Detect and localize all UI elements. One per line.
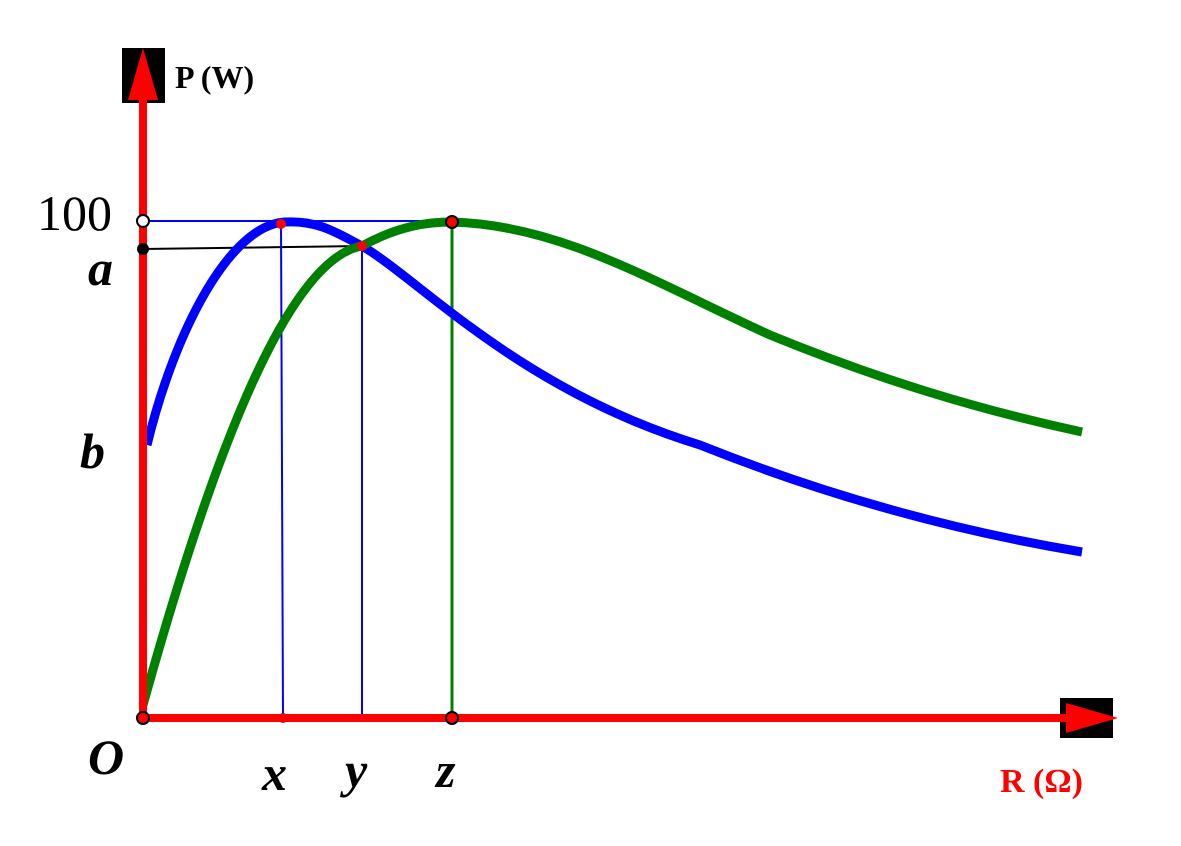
point: [276, 219, 286, 229]
value-label: a: [88, 240, 113, 296]
point: [136, 214, 150, 228]
point: [137, 243, 149, 255]
guide-line: [280, 223, 284, 719]
x-axis-arrow: [1066, 703, 1118, 733]
blue-curve: [142, 217, 1083, 557]
point: [445, 215, 459, 229]
value-label: y: [340, 742, 368, 798]
y-axis-arrow: [128, 48, 158, 100]
y-axis-label: P (W): [175, 59, 254, 95]
point: [136, 711, 150, 725]
value-label: 100: [37, 185, 112, 241]
value-label: b: [80, 423, 105, 479]
point: [278, 713, 288, 723]
point: [445, 711, 459, 725]
green-curve: [138, 217, 1083, 707]
value-label: z: [434, 742, 456, 798]
origin-label: O: [88, 729, 124, 785]
point: [357, 241, 367, 251]
guide-line: [142, 245, 363, 250]
x-axis-label: R (Ω): [1000, 763, 1083, 800]
value-label: x: [261, 745, 287, 801]
